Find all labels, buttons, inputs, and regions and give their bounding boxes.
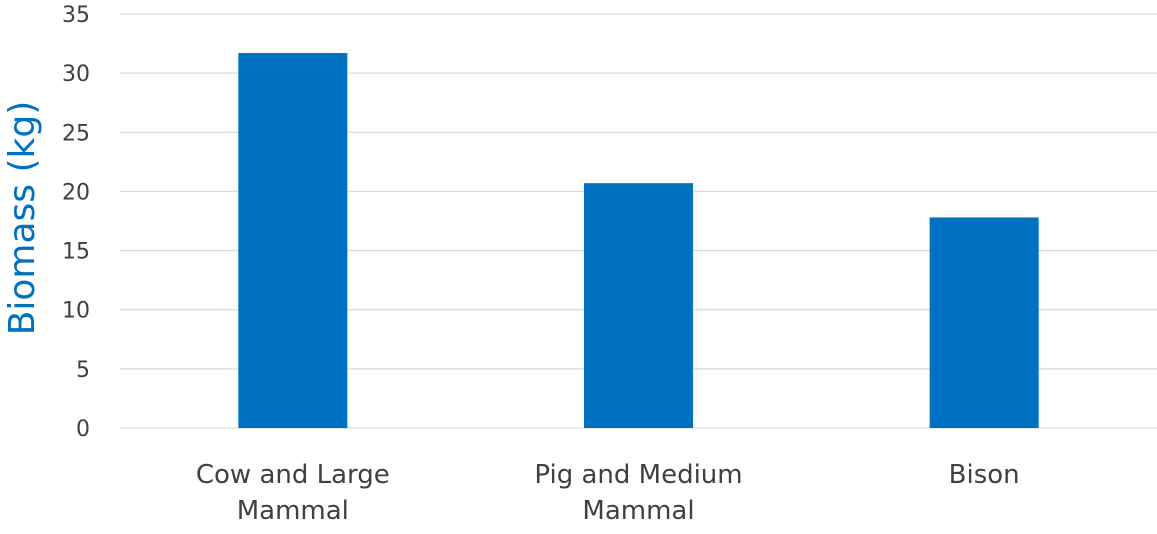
y-axis-title: Biomass (kg) <box>2 101 43 336</box>
x-category-label-line: Bison <box>949 460 1020 490</box>
x-axis-labels: Cow and Large Mammal Pig and Medium Mammal B… <box>196 460 1020 526</box>
bar-0 <box>238 53 348 428</box>
bar-2 <box>929 217 1039 428</box>
x-category-label-line: Mammal <box>582 496 694 526</box>
x-category-label-line: Pig and Medium <box>534 460 742 490</box>
x-category-label: Bison <box>949 460 1020 490</box>
y-tick-label: 30 <box>62 62 90 87</box>
y-tick-label: 5 <box>76 358 90 383</box>
bar-1 <box>584 183 693 428</box>
x-category-label-line: Cow and Large <box>196 460 390 490</box>
y-axis-ticks: 0 5 10 15 20 25 30 35 <box>62 3 90 442</box>
y-tick-label: 20 <box>62 180 90 205</box>
y-tick-label: 10 <box>62 299 90 324</box>
x-category-label: Pig and Medium Mammal <box>534 460 742 526</box>
y-tick-label: 25 <box>62 121 90 146</box>
x-category-label-line: Mammal <box>237 496 349 526</box>
y-tick-label: 15 <box>62 240 90 265</box>
bars <box>238 53 1039 428</box>
x-category-label: Cow and Large Mammal <box>196 460 390 526</box>
y-tick-label: 0 <box>76 417 90 442</box>
y-tick-label: 35 <box>62 3 90 28</box>
